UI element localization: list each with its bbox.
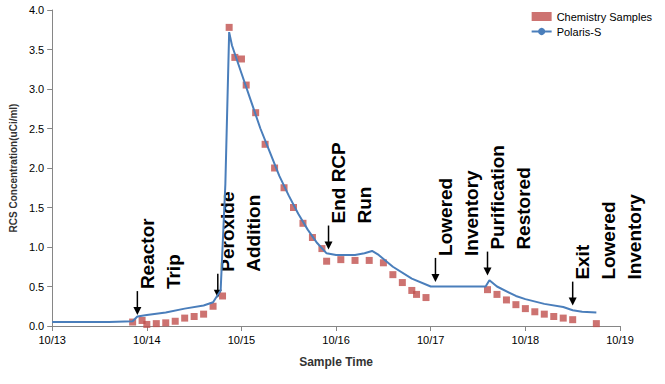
svg-text:Purification: Purification (487, 145, 508, 250)
svg-text:Restored: Restored (513, 167, 534, 249)
svg-text:Inventory: Inventory (461, 170, 482, 256)
svg-text:Run: Run (354, 187, 375, 224)
svg-text:Peroxide: Peroxide (217, 191, 238, 271)
svg-text:1.5: 1.5 (29, 202, 44, 214)
svg-text:Chemistry Samples: Chemistry Samples (557, 11, 653, 23)
svg-text:10/13: 10/13 (38, 334, 66, 346)
svg-text:RCS Concentration(uCi/ml): RCS Concentration(uCi/ml) (8, 104, 19, 233)
svg-text:Sample Time: Sample Time (299, 355, 373, 369)
svg-text:10/17: 10/17 (417, 334, 445, 346)
svg-text:10/19: 10/19 (606, 334, 634, 346)
svg-text:3.0: 3.0 (29, 83, 44, 95)
svg-text:Polaris-S: Polaris-S (557, 26, 602, 38)
svg-text:10/16: 10/16 (322, 334, 350, 346)
svg-text:10/14: 10/14 (133, 334, 161, 346)
svg-text:3.5: 3.5 (29, 44, 44, 56)
svg-text:1.0: 1.0 (29, 241, 44, 253)
svg-text:Trip: Trip (163, 254, 184, 289)
svg-text:10/18: 10/18 (512, 334, 540, 346)
svg-text:2.5: 2.5 (29, 123, 44, 135)
svg-text:4.0: 4.0 (29, 4, 44, 16)
svg-text:10/15: 10/15 (228, 334, 256, 346)
svg-text:0.5: 0.5 (29, 281, 44, 293)
svg-text:2.0: 2.0 (29, 162, 44, 174)
svg-text:Lowered: Lowered (598, 201, 619, 279)
svg-text:0.0: 0.0 (29, 320, 44, 332)
svg-text:Inventory: Inventory (624, 194, 645, 280)
svg-text:End RCP: End RCP (328, 142, 349, 224)
svg-text:Lowered: Lowered (435, 178, 456, 256)
svg-text:Exit: Exit (572, 244, 593, 280)
svg-text:Reactor: Reactor (137, 218, 158, 289)
svg-text:Addition: Addition (243, 195, 264, 272)
